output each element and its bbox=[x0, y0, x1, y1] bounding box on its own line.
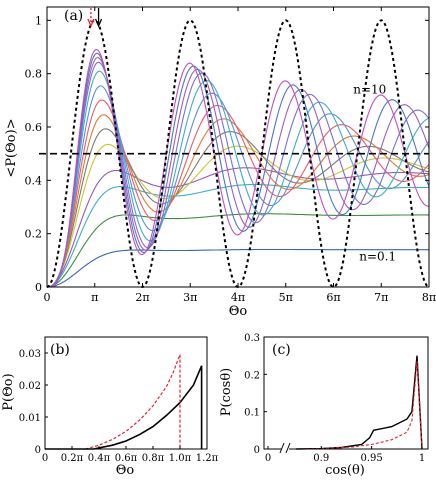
series-line bbox=[46, 167, 430, 288]
series-line bbox=[47, 248, 429, 288]
x-tick-label: 0 bbox=[265, 453, 271, 464]
series-line bbox=[296, 361, 423, 450]
x-tick-label: 2π bbox=[135, 291, 149, 304]
annotation-n01: n=0.1 bbox=[359, 249, 396, 263]
x-tick-label: 1.2π bbox=[196, 453, 219, 464]
break-slash bbox=[279, 442, 285, 454]
y-tick-label: 0.6 bbox=[25, 121, 43, 134]
panel-c-x-ticks: 0 0.9 0.95 1 bbox=[265, 446, 425, 464]
panel-c-curves bbox=[296, 355, 423, 450]
x-tick-label: 5π bbox=[279, 291, 293, 304]
y-tick-label: 0.03 bbox=[19, 349, 41, 360]
panel-b-y-ticks: 0 0.01 0.02 0.03 bbox=[19, 349, 48, 456]
panel-b: 0 0.2π 0.4π 0.6π 0.8π 1.0π 1.2π 00.010.020.03 … bbox=[1, 336, 219, 478]
panel-c-frame bbox=[263, 336, 429, 450]
panel-c-y-ticks: 0 0.1 0.2 0.3 bbox=[244, 333, 267, 456]
panel-b-xlabel: Θo bbox=[116, 463, 135, 478]
panel-a-ylabel: <P(Θo)> bbox=[4, 118, 19, 177]
panel-b-label: (b) bbox=[50, 342, 70, 358]
axis-break-mark bbox=[279, 442, 291, 454]
panel-c-xlabel: cos(θ) bbox=[325, 463, 365, 478]
break-gap bbox=[282, 444, 289, 454]
y-tick-label: 0.2 bbox=[25, 228, 43, 241]
x-tick-label: 4π bbox=[231, 291, 245, 304]
panel-b-x-ticks: 0 0.2π 0.4π 0.6π 0.8π 1.0π 1.2π bbox=[42, 446, 219, 464]
break-slash bbox=[285, 442, 291, 454]
y-tick-label: 0 bbox=[254, 445, 260, 456]
y-tick-label: 0.8 bbox=[25, 68, 43, 81]
x-tick-label: 0.8π bbox=[142, 453, 165, 464]
series-line bbox=[85, 354, 181, 450]
y-tick-label: 0.01 bbox=[19, 413, 41, 424]
x-tick-label: 0.9 bbox=[313, 453, 329, 464]
y-tick-label: 0.4 bbox=[25, 174, 43, 187]
y-tick-label: 0.3 bbox=[244, 333, 260, 344]
x-tick-label: 0 bbox=[44, 291, 51, 304]
annotation-n10: n=10 bbox=[353, 83, 386, 97]
series-line bbox=[93, 365, 203, 450]
panel-b-curves bbox=[45, 354, 203, 450]
x-tick-label: 8π bbox=[422, 291, 436, 304]
series-line bbox=[46, 99, 430, 288]
series-line bbox=[47, 48, 429, 288]
series-line bbox=[46, 128, 430, 288]
panel-a-label: (a) bbox=[64, 8, 83, 24]
marker-arrow-head bbox=[87, 18, 95, 28]
series-line bbox=[46, 114, 430, 288]
series-line bbox=[296, 355, 423, 450]
panel-a-y-ticks: 0 0.2 0.4 0.6 0.8 1 bbox=[25, 14, 429, 294]
y-tick-label: 0 bbox=[35, 445, 41, 456]
x-tick-label: 1 bbox=[419, 453, 425, 464]
y-tick-label: 1 bbox=[35, 14, 42, 27]
series-line bbox=[46, 213, 430, 288]
panel-c: 0 0.9 0.95 1 0 0.1 0.2 0.3 (c) cos(θ) P(cosθ) bbox=[219, 333, 429, 478]
x-tick-label: 0.6π bbox=[115, 453, 138, 464]
y-tick-label: 0.1 bbox=[244, 408, 260, 419]
panel-a-arrows bbox=[87, 8, 103, 28]
panel-a-x-ticks: 0 π 2π 3π 4π 5π 6π 7π 8π bbox=[44, 7, 436, 304]
x-tick-label: 3π bbox=[183, 291, 197, 304]
y-tick-label: 0.2 bbox=[244, 370, 260, 381]
panel-c-ylabel: P(cosθ) bbox=[219, 368, 234, 417]
x-tick-label: 1.0π bbox=[169, 453, 192, 464]
x-tick-label: 0.95 bbox=[360, 453, 382, 464]
x-tick-label: 0 bbox=[42, 453, 48, 464]
y-tick-label: 0.02 bbox=[19, 381, 41, 392]
x-tick-label: 7π bbox=[374, 291, 388, 304]
marker-arrow-head bbox=[94, 18, 103, 28]
x-tick-label: π bbox=[91, 291, 98, 304]
panel-b-ylabel: P(Θo) bbox=[1, 373, 16, 410]
panel-a: 0 π 2π 3π 4π 5π 6π 7π 8π 0 0.2 0.4 0.6 0.8 1 (a) n=10… bbox=[4, 6, 436, 319]
panel-a-xlabel: Θo bbox=[229, 304, 248, 319]
x-tick-label: 0.4π bbox=[88, 453, 111, 464]
y-tick-label: 0 bbox=[35, 281, 42, 294]
x-tick-label: 6π bbox=[326, 291, 340, 304]
panel-c-label: (c) bbox=[272, 342, 291, 358]
x-tick-label: 0.2π bbox=[61, 453, 84, 464]
